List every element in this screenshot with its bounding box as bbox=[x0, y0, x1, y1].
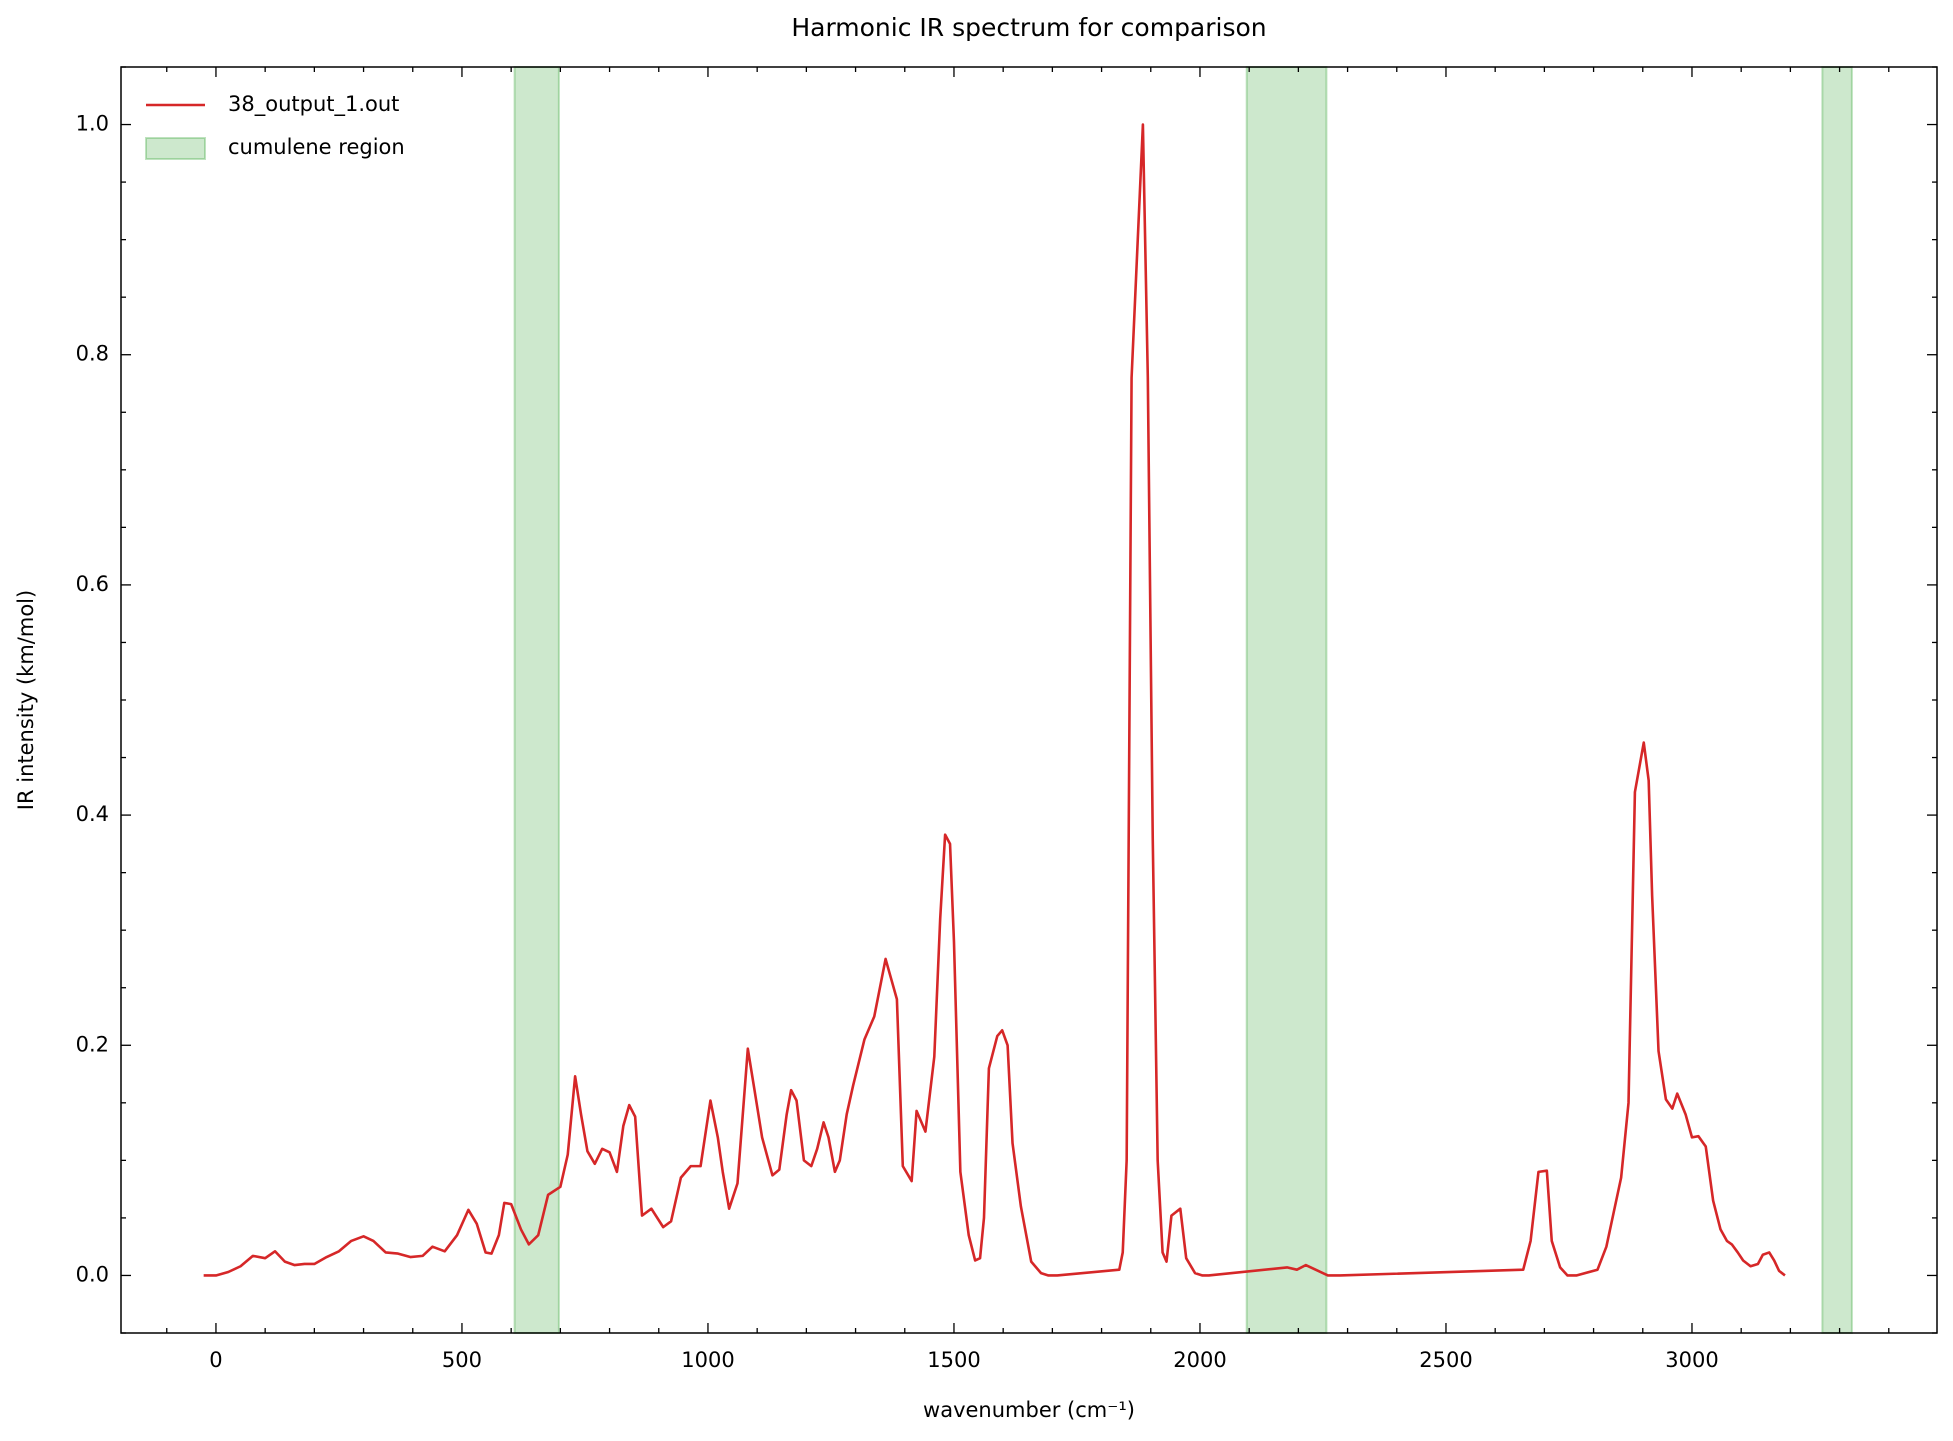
y-tick-label: 0.4 bbox=[76, 802, 109, 826]
x-tick-label: 0 bbox=[209, 1348, 222, 1372]
y-tick-label: 0.2 bbox=[76, 1032, 109, 1056]
x-tick-label: 500 bbox=[442, 1348, 482, 1372]
span bbox=[513, 66, 560, 1334]
axes-frame bbox=[120, 66, 1938, 1334]
y-axis-label: IR intensity (km/mol) bbox=[14, 590, 38, 810]
x-tick-label: 1000 bbox=[681, 1348, 734, 1372]
y-tick-label: 0.0 bbox=[76, 1262, 109, 1286]
chart-title: Harmonic IR spectrum for comparison bbox=[791, 13, 1266, 42]
data-line bbox=[203, 123, 1786, 1277]
y-tick-label: 1.0 bbox=[76, 112, 109, 136]
x-axis-label: wavenumber (cm⁻¹) bbox=[923, 1398, 1135, 1422]
x-tick-label: 2000 bbox=[1173, 1348, 1226, 1372]
y-tick-label: 0.6 bbox=[76, 572, 109, 596]
x-tick-label: 2500 bbox=[1419, 1348, 1472, 1372]
legend-label: cumulene region bbox=[228, 135, 405, 159]
y-tick-label: 0.8 bbox=[76, 342, 109, 366]
x-tick-label: 1500 bbox=[927, 1348, 980, 1372]
span bbox=[1821, 66, 1853, 1334]
span bbox=[1245, 66, 1328, 1334]
legend-swatch bbox=[145, 137, 206, 160]
x-tick-label: 3000 bbox=[1665, 1348, 1718, 1372]
legend-label: 38_output_1.out bbox=[228, 92, 399, 117]
